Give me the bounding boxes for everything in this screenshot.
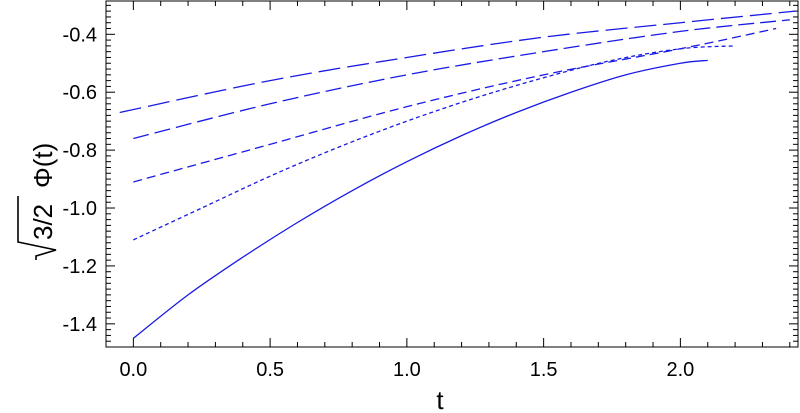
y-axis: -1.4 -1.2 -1.0 -0.8 -0.6 -0.4 <box>63 4 798 348</box>
y-axis-label: 3/2 Φ(t) <box>17 143 58 260</box>
y-tick-label: -1.2 <box>63 256 97 278</box>
x-tick-label: 1.0 <box>393 359 421 381</box>
y-tick-label: -1.4 <box>63 314 97 336</box>
y-tick-label: -1.0 <box>63 198 97 220</box>
y-tick-label: -0.4 <box>63 24 97 46</box>
plot-frame <box>105 0 799 348</box>
y-axis-label-radicand: 3/2 <box>28 204 58 240</box>
x-axis: 0.0 0.5 1.0 1.5 2.0 <box>119 1 791 381</box>
y-tick-label: -0.8 <box>63 140 97 162</box>
x-tick-label: 0.5 <box>256 359 284 381</box>
series-layer <box>119 10 796 339</box>
x-tick-label: 0.0 <box>119 359 147 381</box>
series-line-4 <box>133 19 790 140</box>
series-line-5 <box>119 10 796 114</box>
y-axis-label-function: Φ(t) <box>28 143 58 188</box>
sqrt-sign <box>17 196 57 260</box>
x-axis-label: t <box>436 385 444 413</box>
series-line-1 <box>132 59 708 339</box>
y-tick-label: -0.6 <box>63 82 97 104</box>
series-line-2 <box>133 45 736 241</box>
series-line-3 <box>133 27 777 183</box>
x-tick-label: 1.5 <box>530 359 558 381</box>
x-tick-label: 2.0 <box>666 359 694 381</box>
